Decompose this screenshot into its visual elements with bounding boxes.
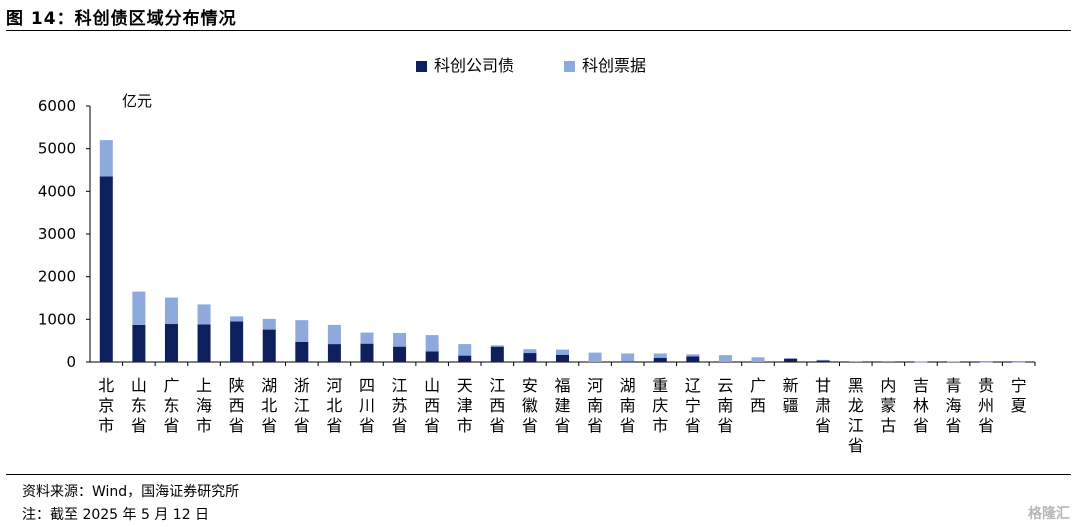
bar-bond-17 bbox=[621, 361, 635, 363]
bar-bond-8 bbox=[327, 344, 341, 362]
bar-note-14 bbox=[523, 349, 537, 354]
bar-note-8 bbox=[327, 324, 341, 345]
watermark-logo: 格隆汇 bbox=[1028, 506, 1070, 522]
bar-note-21 bbox=[751, 357, 765, 362]
category-label-5: 陕西省 bbox=[229, 376, 245, 435]
y-tick-label: 6000 bbox=[38, 97, 76, 115]
y-tick-label: 1000 bbox=[38, 310, 76, 328]
category-label-13: 江西省 bbox=[489, 376, 505, 435]
category-label-16: 河南省 bbox=[587, 376, 603, 435]
bar-note-15 bbox=[556, 349, 569, 355]
bar-bond-10 bbox=[393, 346, 407, 362]
category-label-27: 青海省 bbox=[946, 376, 962, 435]
figure-title: 图 14：科创债区域分布情况 bbox=[6, 9, 237, 29]
legend-swatch-2 bbox=[564, 61, 575, 72]
bar-note-4 bbox=[197, 304, 211, 325]
category-label-22: 新疆 bbox=[783, 376, 799, 415]
bar-bond-13 bbox=[490, 346, 504, 362]
category-label-12: 天津市 bbox=[457, 376, 473, 435]
bar-note-20 bbox=[718, 355, 732, 362]
bar-bond-7 bbox=[295, 341, 309, 362]
bar-bond-22 bbox=[784, 358, 798, 362]
y-tick-label: 2000 bbox=[38, 268, 76, 286]
bar-note-25 bbox=[881, 360, 895, 362]
bar-note-10 bbox=[393, 332, 407, 347]
bar-bond-12 bbox=[458, 355, 472, 362]
y-tick-label: 3000 bbox=[38, 225, 76, 243]
y-tick-label: 5000 bbox=[38, 140, 76, 158]
category-label-24: 黑龙江省 bbox=[848, 376, 864, 455]
category-label-7: 浙江省 bbox=[294, 376, 310, 435]
category-label-29: 宁夏 bbox=[1011, 376, 1027, 415]
source-text: 资料来源：Wind，国海证券研究所 bbox=[22, 484, 240, 500]
bar-note-27 bbox=[947, 361, 961, 363]
category-label-11: 山西省 bbox=[424, 376, 440, 435]
category-label-3: 广东省 bbox=[163, 376, 179, 435]
category-label-14: 安徽省 bbox=[522, 376, 538, 435]
bar-note-9 bbox=[360, 332, 374, 344]
bar-note-11 bbox=[425, 335, 439, 352]
category-label-1: 北京市 bbox=[98, 376, 114, 435]
y-tick-label: 0 bbox=[66, 353, 76, 371]
footer-divider bbox=[6, 474, 1071, 475]
category-label-17: 湖南省 bbox=[620, 376, 636, 435]
bar-bond-15 bbox=[556, 354, 569, 362]
bar-note-3 bbox=[164, 297, 178, 325]
category-label-15: 福建省 bbox=[554, 376, 570, 435]
category-label-18: 重庆市 bbox=[652, 376, 668, 435]
legend-label-1: 科创公司债 bbox=[434, 56, 514, 75]
bar-note-17 bbox=[621, 353, 635, 362]
bar-note-23 bbox=[816, 359, 830, 361]
bar-bond-5 bbox=[230, 321, 244, 362]
note-text: 注：截至 2025 年 5 月 12 日 bbox=[22, 507, 210, 523]
bar-bond-2 bbox=[132, 324, 146, 362]
y-tick-label: 4000 bbox=[38, 182, 76, 200]
legend-label-2: 科创票据 bbox=[582, 56, 646, 75]
category-label-6: 湖北省 bbox=[261, 376, 277, 435]
bar-bond-3 bbox=[164, 324, 178, 362]
bar-note-28 bbox=[979, 361, 993, 363]
bar-bond-19 bbox=[686, 356, 700, 362]
bar-bond-18 bbox=[653, 357, 667, 362]
bar-note-12 bbox=[458, 344, 472, 356]
category-label-20: 云南省 bbox=[717, 376, 733, 435]
bar-note-26 bbox=[914, 361, 928, 363]
bar-bond-11 bbox=[425, 351, 439, 362]
bar-bond-4 bbox=[197, 324, 211, 362]
bar-note-19 bbox=[686, 354, 700, 357]
bar-bond-9 bbox=[360, 343, 374, 362]
title-divider bbox=[6, 30, 1071, 31]
bar-bond-6 bbox=[262, 329, 276, 362]
bar-bond-14 bbox=[523, 353, 537, 362]
category-label-4: 上海市 bbox=[196, 376, 212, 435]
bar-note-6 bbox=[262, 318, 276, 330]
category-label-28: 贵州省 bbox=[978, 376, 994, 435]
category-label-21: 广西 bbox=[750, 376, 766, 415]
bar-note-2 bbox=[132, 291, 146, 325]
bar-bond-23 bbox=[816, 360, 830, 362]
category-label-2: 山东省 bbox=[131, 376, 147, 435]
bar-note-29 bbox=[1012, 361, 1026, 363]
bar-note-13 bbox=[490, 345, 504, 347]
bar-bond-1 bbox=[99, 176, 113, 362]
category-label-10: 江苏省 bbox=[392, 376, 408, 435]
bar-note-18 bbox=[653, 353, 667, 358]
bar-note-5 bbox=[230, 316, 244, 322]
bar-note-1 bbox=[99, 140, 113, 177]
category-label-9: 四川省 bbox=[359, 376, 375, 435]
category-label-19: 辽宁省 bbox=[685, 376, 701, 435]
bar-note-16 bbox=[588, 352, 602, 362]
category-label-26: 吉林省 bbox=[913, 376, 929, 435]
category-label-25: 内蒙古 bbox=[880, 376, 896, 435]
bar-note-7 bbox=[295, 320, 309, 342]
category-label-23: 甘肃省 bbox=[815, 376, 831, 435]
category-label-8: 河北省 bbox=[326, 376, 342, 435]
y-axis-unit-label: 亿元 bbox=[122, 92, 152, 110]
legend-swatch-1 bbox=[416, 61, 427, 72]
bar-note-24 bbox=[849, 361, 863, 362]
